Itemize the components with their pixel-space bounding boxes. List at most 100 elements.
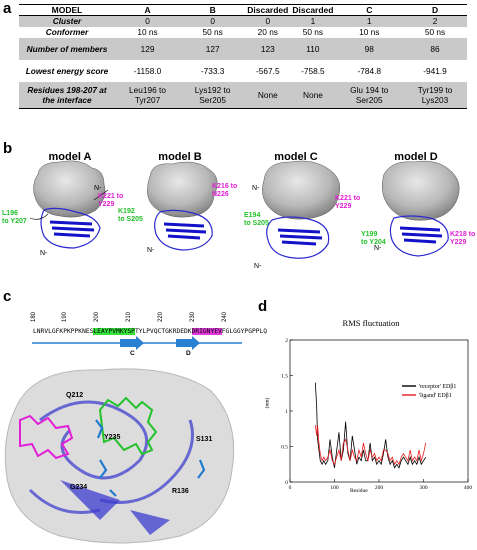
- model-a-magenta-label: K221 to Y229: [98, 193, 124, 208]
- table-cell: 1: [290, 15, 336, 27]
- table-cell: None: [290, 81, 336, 109]
- model-b-title: model B: [158, 151, 202, 163]
- table-row: Cluster 0 0 0 1 1 2: [19, 15, 467, 27]
- sequence-segment-green: LEAYPVMKYSP: [93, 328, 135, 335]
- y-tick-label: 1.5: [281, 374, 288, 380]
- y-tick-label: 0: [285, 480, 288, 486]
- residue-number: 210: [126, 311, 132, 322]
- model-c-title: model C: [274, 151, 318, 163]
- model-a-structure: [29, 160, 109, 249]
- table-cell: Lys192 to Ser205: [180, 81, 246, 109]
- header-d: D: [403, 4, 467, 16]
- model-c-green-label: E194 to S205: [244, 212, 269, 227]
- table-row: Number of members 129 127 123 110 98 86: [19, 37, 467, 60]
- model-d-magenta-label: K218 to Y229: [450, 231, 476, 246]
- panel-label-d: d: [258, 298, 268, 315]
- table-cell: 10 ns: [335, 26, 404, 38]
- sequence-segment: TYLPVQCTGKRDEDK: [134, 328, 192, 335]
- table-cell: 20 ns: [245, 26, 291, 38]
- y-tick-label: 2: [285, 338, 288, 344]
- strand-c-label: C: [130, 350, 135, 357]
- table-cell: Tyr199 to Lys203: [403, 81, 467, 109]
- table-row: Conformer 10 ns 50 ns 20 ns 50 ns 10 ns …: [19, 26, 467, 38]
- sequence-segment: LNRVLGFKPKPPKNES: [33, 328, 94, 335]
- binding-interface-illustration: [4, 368, 235, 544]
- table-cell: 123: [245, 37, 291, 60]
- residue-label-r136: R136: [172, 488, 189, 495]
- x-tick-label: 0: [289, 485, 292, 490]
- header-discarded-1: Discarded: [245, 4, 291, 16]
- model-c-n-terminus: N-: [252, 185, 260, 192]
- table-cell: 2: [403, 15, 467, 27]
- x-tick-label: 100: [330, 485, 339, 490]
- header-b: B: [180, 4, 246, 16]
- table-cell: 0: [115, 15, 181, 27]
- model-d-green-label: Y199 to Y204: [361, 231, 386, 246]
- table-row: Lowest energy score -1158.0 -733.3 -567.…: [19, 59, 467, 82]
- table-cell: Leu196 to Tyr207: [115, 81, 181, 109]
- x-tick-label: 300: [419, 485, 428, 490]
- model-b-magenta-label: K216 to N226: [212, 183, 238, 198]
- table-cell: None: [245, 81, 291, 109]
- rms-fluctuation-chart: 0 100 200 300 400 0 0.5 1 1.5 2 'receptor' EDβ1 'li…: [281, 338, 472, 490]
- residue-label-y235: Y235: [104, 434, 121, 441]
- table-cell: -733.3: [180, 59, 246, 82]
- x-tick-label: 400: [464, 485, 472, 490]
- x-tick-label: 200: [375, 485, 384, 490]
- residue-label-s131: S131: [196, 436, 213, 443]
- table-cell: 86: [403, 37, 467, 60]
- secondary-structure-track: [32, 336, 242, 350]
- table-cell: 10 ns: [115, 26, 181, 38]
- residue-number: 190: [62, 311, 68, 322]
- table-cell: 0: [180, 15, 246, 27]
- chart-title: RMS fluctuation: [342, 318, 400, 328]
- header-c: C: [335, 4, 404, 16]
- table-cell: 0: [245, 15, 291, 27]
- y-tick-label: 1: [285, 409, 288, 415]
- table-cell: 50 ns: [403, 26, 467, 38]
- table-cell: 98: [335, 37, 404, 60]
- model-c-structure: [262, 160, 340, 259]
- chart-xlabel: Residue: [350, 488, 368, 494]
- table-cell: -784.8: [335, 59, 404, 82]
- model-b-structure: [147, 161, 218, 251]
- residue-number: 180: [31, 311, 37, 322]
- residue-label-q212: Q212: [66, 392, 84, 399]
- model-d-n-terminus: N-: [374, 245, 382, 252]
- legend-label-1: 'ligand' EDβ1: [419, 393, 452, 399]
- residue-number: 240: [222, 311, 228, 322]
- table-cell: -567.5: [245, 59, 291, 82]
- model-summary-table: MODEL A B Discarded Discarded C D Cluste…: [19, 4, 467, 109]
- table-cell: 129: [115, 37, 181, 60]
- panel-label-b: b: [3, 140, 13, 157]
- table-cell: -1158.0: [115, 59, 181, 82]
- model-a-green-label: L196 to Y207: [2, 210, 27, 225]
- chart-ylabel: (nm): [264, 397, 271, 409]
- model-c-magenta-label: K221 to Y229: [335, 195, 361, 210]
- model-d-title: model D: [394, 151, 438, 163]
- residue-number: 200: [94, 311, 100, 322]
- model-a-n-terminus-2: N-: [40, 250, 48, 257]
- header-model: MODEL: [19, 4, 115, 16]
- residue-number: 220: [158, 311, 164, 322]
- sequence-segment: FGLGGYPGPPLQ: [221, 328, 268, 335]
- y-tick-label: 0.5: [281, 445, 288, 451]
- row-label: Conformer: [19, 26, 115, 38]
- table-cell: 50 ns: [180, 26, 246, 38]
- row-label: Number of members: [19, 37, 115, 60]
- model-d-structure: [382, 160, 460, 257]
- table-cell: -941.9: [403, 59, 467, 82]
- residue-label-g234: G234: [70, 484, 88, 491]
- row-label: Cluster: [19, 15, 115, 27]
- table-header-row: MODEL A B Discarded Discarded C D: [19, 4, 467, 16]
- model-b-n-terminus: N-: [147, 247, 155, 254]
- table-cell: 110: [290, 37, 336, 60]
- table-cell: 127: [180, 37, 246, 60]
- model-a-n-terminus: N-: [94, 185, 102, 192]
- table-cell: -758.5: [290, 59, 336, 82]
- header-a: A: [115, 4, 181, 16]
- strand-d-label: D: [186, 350, 191, 357]
- model-a-title: model A: [48, 151, 92, 163]
- legend-label-0: 'receptor' EDβ1: [419, 384, 456, 390]
- panel-label-a: a: [3, 0, 12, 17]
